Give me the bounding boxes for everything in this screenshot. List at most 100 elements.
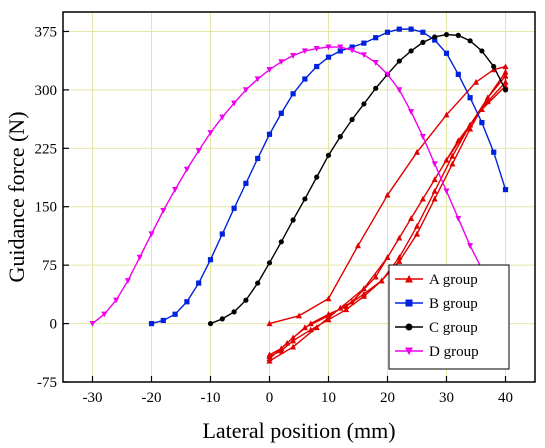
data-point: [337, 44, 344, 51]
data-point: [160, 317, 166, 324]
data-point: [473, 78, 479, 85]
data-point: [349, 116, 355, 123]
legend-marker: [405, 347, 413, 356]
data-point: [219, 231, 225, 237]
data-point: [443, 31, 450, 38]
data-point: [284, 339, 291, 346]
data-point: [290, 337, 297, 344]
data-point: [325, 44, 332, 51]
data-point: [89, 320, 96, 327]
data-point: [266, 357, 273, 364]
data-point: [491, 149, 497, 155]
data-point: [360, 52, 367, 59]
x-tick-label: 30: [439, 390, 454, 406]
y-axis-title: Guidance force (N): [4, 111, 29, 282]
data-point: [384, 29, 391, 35]
data-point: [207, 130, 214, 136]
data-point: [101, 311, 108, 318]
data-point: [160, 208, 167, 214]
data-point: [360, 285, 367, 292]
series-d-group: [89, 44, 509, 327]
data-point: [278, 347, 285, 354]
data-point: [467, 243, 474, 249]
data-point: [372, 60, 379, 66]
data-point: [302, 196, 308, 202]
x-tick-label: -10: [201, 390, 221, 406]
data-point: [414, 230, 420, 237]
data-point: [231, 100, 238, 107]
data-point: [420, 29, 426, 35]
data-point: [373, 35, 379, 41]
legend-item: B group: [395, 296, 478, 312]
legend-label: D group: [429, 344, 479, 360]
data-point: [307, 326, 314, 333]
data-point: [349, 44, 355, 50]
data-point: [296, 312, 302, 319]
data-point: [219, 114, 226, 121]
data-point: [302, 76, 308, 82]
data-point: [343, 303, 350, 310]
data-point: [325, 54, 332, 60]
x-tick-label: 40: [498, 390, 513, 406]
data-point: [432, 34, 438, 40]
data-point: [419, 195, 426, 202]
data-point: [502, 78, 509, 85]
data-point: [337, 304, 344, 311]
data-point: [337, 134, 343, 140]
data-point: [455, 215, 462, 222]
data-point: [384, 254, 391, 260]
data-point: [443, 111, 450, 118]
data-point: [195, 148, 202, 154]
data-point: [254, 76, 261, 83]
x-tick-label: 20: [380, 390, 395, 406]
data-point: [455, 137, 462, 144]
data-point: [478, 106, 485, 112]
data-point: [290, 91, 296, 97]
x-axis-title: Lateral position (mm): [202, 418, 395, 443]
data-point: [467, 121, 474, 128]
data-point: [113, 297, 120, 304]
data-point: [349, 47, 356, 54]
data-point: [231, 205, 237, 211]
data-point: [290, 217, 296, 223]
x-tick-label: -30: [83, 390, 103, 406]
x-tick-label: 10: [321, 390, 336, 406]
data-point: [432, 37, 438, 43]
y-tick-label: -75: [37, 375, 57, 391]
data-point: [384, 71, 391, 78]
data-point: [449, 160, 456, 167]
data-point: [396, 234, 403, 241]
data-point: [313, 324, 320, 331]
data-point: [172, 187, 179, 193]
x-tick-label: -20: [142, 390, 162, 406]
data-point: [372, 273, 379, 280]
y-tick-label: 225: [35, 141, 58, 157]
data-point: [502, 187, 509, 193]
data-point: [467, 125, 474, 132]
data-point: [148, 231, 155, 238]
data-point: [355, 242, 361, 249]
data-point: [502, 68, 509, 75]
data-point: [431, 195, 438, 202]
data-point: [484, 94, 491, 101]
y-tick-label: 75: [42, 258, 57, 274]
y-tick-label: 0: [50, 317, 58, 333]
data-point: [278, 239, 284, 245]
legend-item: C group: [395, 320, 478, 336]
data-point: [502, 87, 509, 93]
data-point: [431, 187, 438, 194]
data-point: [325, 312, 332, 319]
data-point: [290, 343, 297, 350]
data-point: [396, 254, 403, 260]
data-point: [420, 39, 426, 45]
data-point: [467, 95, 473, 101]
y-tick-label: 375: [35, 24, 58, 40]
data-point: [396, 26, 402, 32]
data-point: [242, 87, 249, 94]
data-point: [360, 293, 367, 299]
data-point: [266, 260, 273, 266]
data-point: [314, 63, 320, 70]
data-point: [301, 48, 308, 55]
data-point: [172, 311, 178, 317]
